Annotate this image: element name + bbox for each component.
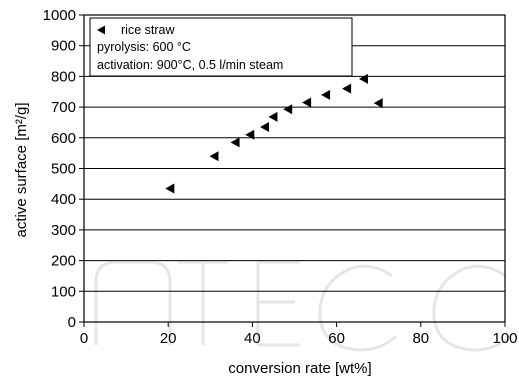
x-tick-label-40: 40 xyxy=(244,330,261,347)
legend-marker-icon xyxy=(97,25,105,35)
legend: rice straw pyrolysis: 600 °C activation:… xyxy=(89,17,353,77)
y-tick-label-800: 800 xyxy=(51,68,76,85)
data-point-1 xyxy=(165,183,175,194)
data-point-4 xyxy=(245,129,255,140)
grid xyxy=(84,45,505,292)
legend-line-1: pyrolysis: 600 °C xyxy=(97,40,191,54)
y-tick-label-400: 400 xyxy=(51,191,76,208)
y-tick-label-300: 300 xyxy=(51,222,76,239)
x-tick-label-0: 0 xyxy=(80,330,88,347)
y-tick-label-500: 500 xyxy=(51,161,76,178)
y-tick-label-0: 0 xyxy=(68,314,76,331)
data-point-8 xyxy=(302,97,312,108)
data-point-12 xyxy=(373,98,383,109)
x-axis-title: conversion rate [wt%] xyxy=(228,360,371,377)
y-axis-ticks: 0 100 200 300 400 500 600 700 800 900 1000 xyxy=(43,7,84,331)
data-point-9 xyxy=(321,89,331,100)
legend-line-2: activation: 900°C, 0.5 l/min steam xyxy=(97,58,283,72)
x-tick-label-60: 60 xyxy=(328,330,345,347)
data-point-5 xyxy=(260,122,270,133)
y-tick-label-600: 600 xyxy=(51,130,76,147)
data-point-7 xyxy=(283,104,293,115)
y-tick-label-200: 200 xyxy=(51,253,76,270)
y-tick-label-900: 900 xyxy=(51,38,76,55)
y-tick-label-1000: 1000 xyxy=(43,7,76,24)
legend-series-label: rice straw xyxy=(121,23,175,37)
data-points xyxy=(165,73,383,194)
x-tick-label-100: 100 xyxy=(492,330,517,347)
watermark-decoration xyxy=(94,260,512,352)
data-point-10 xyxy=(342,83,352,94)
legend-box xyxy=(89,17,353,77)
x-tick-label-20: 20 xyxy=(160,330,177,347)
data-point-11 xyxy=(358,73,368,84)
y-tick-label-100: 100 xyxy=(51,283,76,300)
x-tick-label-80: 80 xyxy=(412,330,429,347)
y-tick-label-700: 700 xyxy=(51,99,76,116)
x-axis-ticks: 0 20 40 60 80 100 xyxy=(80,322,518,347)
data-point-2 xyxy=(209,151,219,162)
y-axis-title: active surface [m²/g] xyxy=(13,102,30,237)
data-point-3 xyxy=(230,137,240,148)
data-point-6 xyxy=(268,111,278,122)
